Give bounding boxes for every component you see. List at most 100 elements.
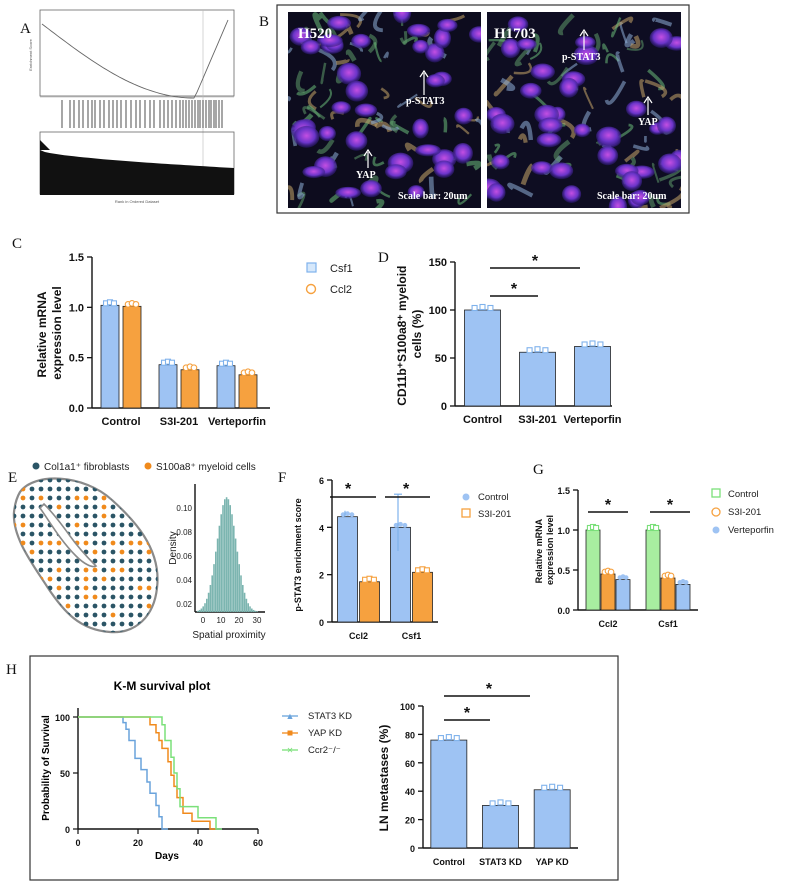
fibroblast-cell: [74, 531, 80, 537]
stroma-fiber: [466, 160, 481, 171]
fibroblast-cell: [128, 630, 134, 633]
replicate-point: [526, 347, 533, 354]
y-tick-label: 0: [410, 844, 415, 854]
myeloid-cell: [13, 630, 17, 633]
fibroblast-cell: [110, 630, 116, 633]
stroma-fiber: [418, 167, 435, 184]
fibroblast-cell: [13, 576, 17, 582]
legend-g-control-swatch: [711, 488, 721, 498]
myeloid-cell: [56, 567, 62, 573]
fibroblast-cell: [47, 549, 53, 555]
fibroblast-cell: [56, 558, 62, 564]
myeloid-cell: [155, 540, 158, 546]
gsea-xlabel: Rank in Ordered Dataset: [115, 199, 160, 204]
bar-ccl2-verteporfin: [615, 579, 631, 611]
fibroblast-cell: [92, 540, 98, 546]
hist-y-tick-label: 0.06: [176, 552, 192, 561]
y-tick-label: 100: [400, 702, 415, 712]
stroma-fiber: [517, 133, 528, 144]
scale-label-h520: Scale bar: 20um: [398, 191, 468, 202]
hist-xlabel: Spatial proximity: [192, 630, 265, 641]
y-tick-label: 20: [405, 816, 415, 826]
fibroblast-cell: [83, 478, 89, 483]
fibroblast-cell: [20, 558, 26, 564]
fibroblast-cell: [101, 585, 107, 591]
y-tick-label: 1.5: [557, 486, 570, 496]
fibroblast-cell: [65, 630, 71, 633]
histogram-bars: [197, 497, 258, 612]
nucleus: [491, 154, 510, 170]
nucleus: [327, 15, 352, 31]
stroma-fiber: [507, 182, 534, 198]
panel-label-h: H: [6, 662, 17, 678]
fibroblast-cell: [146, 621, 152, 627]
fibroblast-cell: [92, 621, 98, 627]
myeloid-cell: [155, 612, 158, 618]
histogram-bar: [247, 603, 249, 612]
fibroblast-cell: [29, 513, 35, 519]
fibroblast-cell: [137, 495, 143, 501]
gsea-es-curve: [41, 19, 229, 99]
bar-verteporfin: [574, 346, 611, 407]
histogram-bar: [213, 564, 215, 612]
fibroblast-cell: [47, 630, 53, 633]
histogram-bar: [211, 575, 213, 612]
bar-s3i-201-ccl2: [180, 369, 200, 409]
stroma-fiber: [320, 62, 327, 85]
replicate-point: [589, 340, 596, 347]
fibroblast-cell: [38, 531, 44, 537]
fibroblast-cell: [29, 594, 35, 600]
chart-d-ylabel-line1: CD11b⁺S100a8⁺ myeloid: [395, 266, 409, 406]
myeloid-cell: [101, 576, 107, 582]
y-tick-label: 1.0: [557, 526, 570, 536]
y-tick-label: 0.0: [557, 606, 570, 616]
fibroblast-cell: [110, 513, 116, 519]
fibroblast-cell: [165, 514, 170, 519]
fibroblast-cell: [137, 558, 143, 564]
stroma-fiber: [374, 198, 385, 208]
fibroblast-cell: [38, 486, 44, 492]
histogram-bar: [224, 499, 226, 612]
fibroblast-cell: [92, 531, 98, 537]
fibroblast-cell: [146, 576, 152, 582]
histogram-bar: [229, 505, 231, 612]
fibroblast-cell: [65, 621, 71, 627]
km-xlabel: Days: [155, 851, 179, 862]
panel-h-frame: [29, 655, 619, 881]
fibroblast-cell: [92, 478, 98, 483]
stroma-fiber: [336, 58, 350, 66]
nucleus: [300, 39, 321, 55]
myeloid-cell: [110, 612, 116, 618]
fibroblast-cell: [29, 495, 35, 501]
bar-csf1-control: [390, 526, 411, 623]
legend-e-fibroblast: Col1a1⁺ fibroblasts: [44, 462, 129, 473]
replicate-point: [534, 346, 541, 353]
histogram-bar: [209, 584, 212, 612]
chart-h-sig-star-stat3: *: [464, 705, 471, 722]
label-pstat3-h520: p-STAT3: [406, 96, 445, 107]
replicate-point: [398, 521, 403, 527]
fibroblast-cell: [155, 549, 158, 555]
histogram-bar: [240, 575, 242, 612]
nucleus: [549, 162, 574, 180]
myeloid-cell: [83, 495, 89, 501]
y-tick-label: 100: [429, 305, 447, 317]
myeloid-cell: [110, 540, 116, 546]
replicate-point: [557, 784, 564, 791]
fibroblast-cell: [137, 531, 143, 537]
replicate-point: [479, 303, 486, 311]
chart-c-ylabel-line2: expression level: [50, 286, 64, 379]
fibroblast-cell: [29, 540, 35, 546]
stroma-fiber: [323, 27, 338, 37]
fibroblast-cell: [74, 486, 80, 492]
stroma-fiber: [546, 66, 569, 86]
fibroblast-cell: [92, 522, 98, 528]
myeloid-cell: [38, 540, 44, 546]
nucleus: [516, 38, 537, 51]
fibroblast-cell: [13, 585, 17, 591]
fibroblast-cell: [155, 478, 158, 483]
fibroblast-cell: [74, 504, 80, 510]
panel-label-f: F: [278, 470, 286, 486]
fibroblast-cell: [110, 478, 116, 483]
